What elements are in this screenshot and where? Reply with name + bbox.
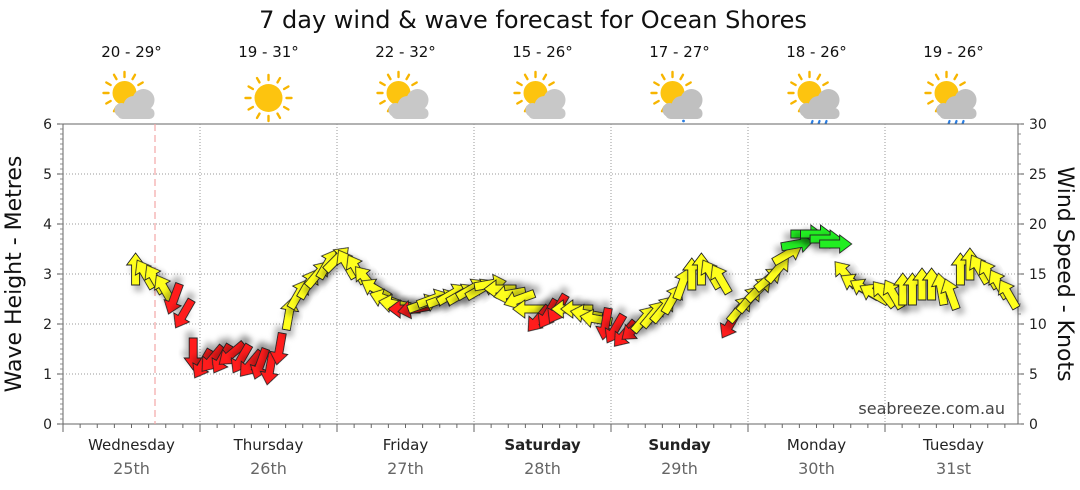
wind-arrow bbox=[997, 279, 1021, 311]
left-tick-label: 6 bbox=[43, 117, 52, 133]
wind-arrow bbox=[269, 332, 289, 366]
day-name-label: Friday bbox=[383, 436, 429, 454]
right-tick-label: 30 bbox=[1029, 117, 1047, 133]
left-tick-label: 0 bbox=[43, 417, 52, 433]
day-date-label: 30th bbox=[798, 459, 835, 478]
right-axis-ticks: 0 5 10 15 20 25 30 bbox=[1018, 117, 1047, 433]
sun-cloud-showers-icon bbox=[650, 70, 703, 129]
right-tick-label: 5 bbox=[1029, 367, 1038, 383]
day-name-label: Thursday bbox=[233, 436, 304, 454]
sun-icon bbox=[244, 73, 293, 123]
sun-cloud-icon bbox=[513, 70, 566, 119]
wind-arrow bbox=[940, 278, 961, 311]
left-tick-label: 1 bbox=[43, 367, 52, 383]
sun-cloud-icon bbox=[376, 70, 429, 119]
wind-arrow bbox=[819, 234, 853, 254]
watermark: seabreeze.com.au bbox=[858, 399, 1005, 418]
day-date-label: 29th bbox=[661, 459, 698, 478]
left-axis-title: Wave Height - Metres bbox=[2, 156, 27, 393]
temperature-range: 15 - 26° bbox=[512, 43, 573, 61]
left-axis-ticks: 0 1 2 3 4 5 6 bbox=[43, 117, 63, 433]
right-tick-label: 15 bbox=[1029, 267, 1047, 283]
wind-arrows bbox=[125, 224, 1021, 386]
day-name-label: Sunday bbox=[648, 436, 711, 454]
day-name-label: Tuesday bbox=[922, 436, 984, 454]
temperature-range: 18 - 26° bbox=[786, 43, 847, 61]
temperature-range: 17 - 27° bbox=[649, 43, 710, 61]
wind-arrow bbox=[163, 282, 184, 315]
day-date-label: 26th bbox=[250, 459, 287, 478]
day-name-label: Saturday bbox=[504, 436, 581, 454]
day-name-label: Wednesday bbox=[88, 436, 175, 454]
day-date-label: 28th bbox=[524, 459, 561, 478]
right-tick-label: 20 bbox=[1029, 217, 1047, 233]
left-tick-label: 3 bbox=[43, 267, 52, 283]
left-tick-label: 4 bbox=[43, 217, 52, 233]
wind-arrow bbox=[710, 264, 733, 296]
temperature-range: 20 - 29° bbox=[101, 43, 162, 61]
daily-weather-row: 20 - 29° 19 - 31° 22 - 32° 15 - 26° 17 - 27°… bbox=[101, 43, 984, 129]
sun-cloud-icon bbox=[102, 70, 155, 119]
left-tick-label: 2 bbox=[43, 317, 52, 333]
day-date-label: 27th bbox=[387, 459, 424, 478]
right-tick-label: 10 bbox=[1029, 317, 1047, 333]
left-tick-label: 5 bbox=[43, 167, 52, 183]
day-date-label: 31st bbox=[936, 459, 971, 478]
temperature-range: 19 - 26° bbox=[923, 43, 984, 61]
temperature-range: 22 - 32° bbox=[375, 43, 436, 61]
right-axis-title: Wind Speed - Knots bbox=[1052, 166, 1077, 381]
day-name-label: Monday bbox=[787, 436, 846, 454]
chart-title: 7 day wind & wave forecast for Ocean Sho… bbox=[259, 6, 807, 34]
sun-cloud-rain-icon bbox=[924, 70, 977, 129]
right-tick-label: 25 bbox=[1029, 167, 1047, 183]
right-tick-label: 0 bbox=[1029, 417, 1038, 433]
day-date-label: 25th bbox=[113, 459, 150, 478]
grid-lines bbox=[62, 124, 1018, 432]
wind-arrow bbox=[173, 297, 196, 329]
sun-cloud-rain-icon bbox=[787, 70, 840, 129]
temperature-range: 19 - 31° bbox=[238, 43, 299, 61]
day-labels: Wednesday 25th Thursday 26th Friday 27th Satur… bbox=[88, 436, 984, 478]
